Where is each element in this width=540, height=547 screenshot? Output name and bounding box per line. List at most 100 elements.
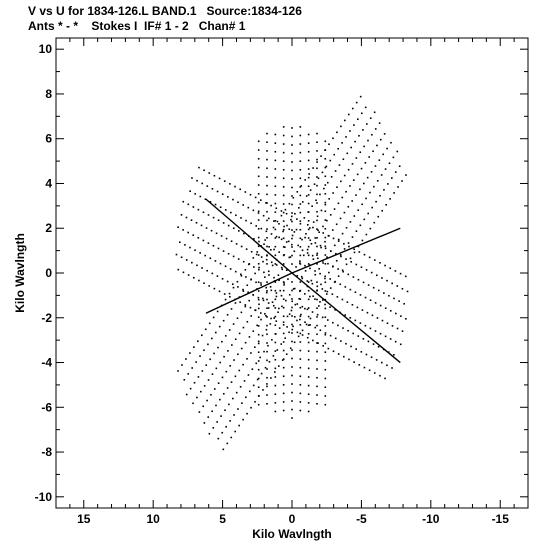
uv-point <box>311 311 314 313</box>
uv-point <box>274 263 277 265</box>
uv-point <box>293 231 296 233</box>
uv-point <box>355 101 358 104</box>
uv-point <box>227 224 230 227</box>
uv-point <box>246 320 249 323</box>
uv-point <box>317 342 319 344</box>
tick-labels: 15 10 5 0 -5 -10 -15 10 8 6 4 2 0 -2 -4 -6 -8 -10 <box>35 42 510 526</box>
uv-point <box>244 304 247 306</box>
uv-point <box>266 158 268 161</box>
uv-point <box>296 319 298 322</box>
uv-point <box>274 150 277 153</box>
uv-point <box>252 330 255 332</box>
y-tick-label: 4 <box>45 176 52 190</box>
uv-point <box>257 342 260 345</box>
uv-point <box>324 210 327 213</box>
uv-point <box>229 295 231 298</box>
uv-point <box>406 290 409 293</box>
uv-point <box>405 318 407 320</box>
uv-point <box>358 134 360 137</box>
uv-point <box>347 273 350 276</box>
uv-point <box>282 220 285 222</box>
uv-point <box>221 193 224 195</box>
uv-point <box>361 203 363 206</box>
uv-point <box>222 319 225 322</box>
uv-point <box>216 275 219 277</box>
uv-point <box>290 215 293 218</box>
uv-point <box>379 194 381 197</box>
uv-point <box>275 320 278 322</box>
uv-point <box>364 324 367 327</box>
uv-point <box>324 351 327 354</box>
uv-point <box>206 269 208 272</box>
uv-point <box>283 284 285 286</box>
uv-point <box>282 230 284 233</box>
uv-point <box>266 210 268 213</box>
uv-point <box>349 257 352 260</box>
uv-point <box>354 319 357 322</box>
uv-point <box>375 200 377 203</box>
uv-point <box>316 313 319 316</box>
uv-point <box>228 329 231 331</box>
uv-point <box>295 228 298 231</box>
uv-point <box>204 198 207 201</box>
uv-point <box>334 170 337 172</box>
uv-point <box>274 298 277 301</box>
uv-point <box>291 289 293 292</box>
uv-point <box>284 208 287 211</box>
uv-point <box>227 196 229 198</box>
uv-point <box>394 270 397 272</box>
uv-point <box>211 272 214 275</box>
uv-point <box>299 349 302 352</box>
uv-point <box>275 292 278 294</box>
uv-point <box>349 130 351 132</box>
uv-point <box>379 374 381 377</box>
uv-point <box>321 288 324 290</box>
uv-point <box>322 345 324 347</box>
uv-point <box>309 227 311 229</box>
uv-point <box>337 147 339 150</box>
uv-point <box>307 228 310 231</box>
uv-point <box>331 229 334 231</box>
uv-point <box>273 220 275 222</box>
uv-point <box>299 237 302 240</box>
uv-point <box>316 202 318 204</box>
uv-point <box>374 128 377 130</box>
uv-point <box>384 168 387 170</box>
uv-point <box>286 224 288 227</box>
uv-point <box>316 176 318 178</box>
uv-point <box>231 283 234 285</box>
uv-point <box>397 186 399 188</box>
uv-point <box>217 219 220 222</box>
uv-point <box>201 267 203 269</box>
uv-point <box>266 376 268 379</box>
uv-point <box>205 364 208 366</box>
uv-point <box>375 359 378 361</box>
uv-point <box>323 187 325 190</box>
uv-point <box>363 366 366 369</box>
uv-point <box>347 168 350 171</box>
uv-point <box>180 256 183 259</box>
uv-point <box>257 166 260 169</box>
uv-point <box>316 285 319 288</box>
uv-point <box>282 228 285 231</box>
uv-point <box>299 392 302 395</box>
uv-point <box>332 137 334 140</box>
uv-point <box>268 361 271 363</box>
uv-point <box>299 262 301 264</box>
uv-point <box>311 254 314 257</box>
uv-point <box>330 176 333 178</box>
uv-point <box>253 266 255 268</box>
uv-point <box>201 370 204 372</box>
uv-point <box>291 323 293 326</box>
uv-point <box>229 183 231 185</box>
uv-point <box>226 314 229 316</box>
uv-point <box>209 201 212 203</box>
uv-point <box>240 245 243 248</box>
uv-point <box>316 219 318 222</box>
uv-point <box>252 257 255 259</box>
x-tick-label: 15 <box>77 512 91 526</box>
uv-point <box>317 177 320 180</box>
uv-point <box>371 133 373 136</box>
uv-point <box>283 253 286 256</box>
uv-point <box>244 341 247 344</box>
